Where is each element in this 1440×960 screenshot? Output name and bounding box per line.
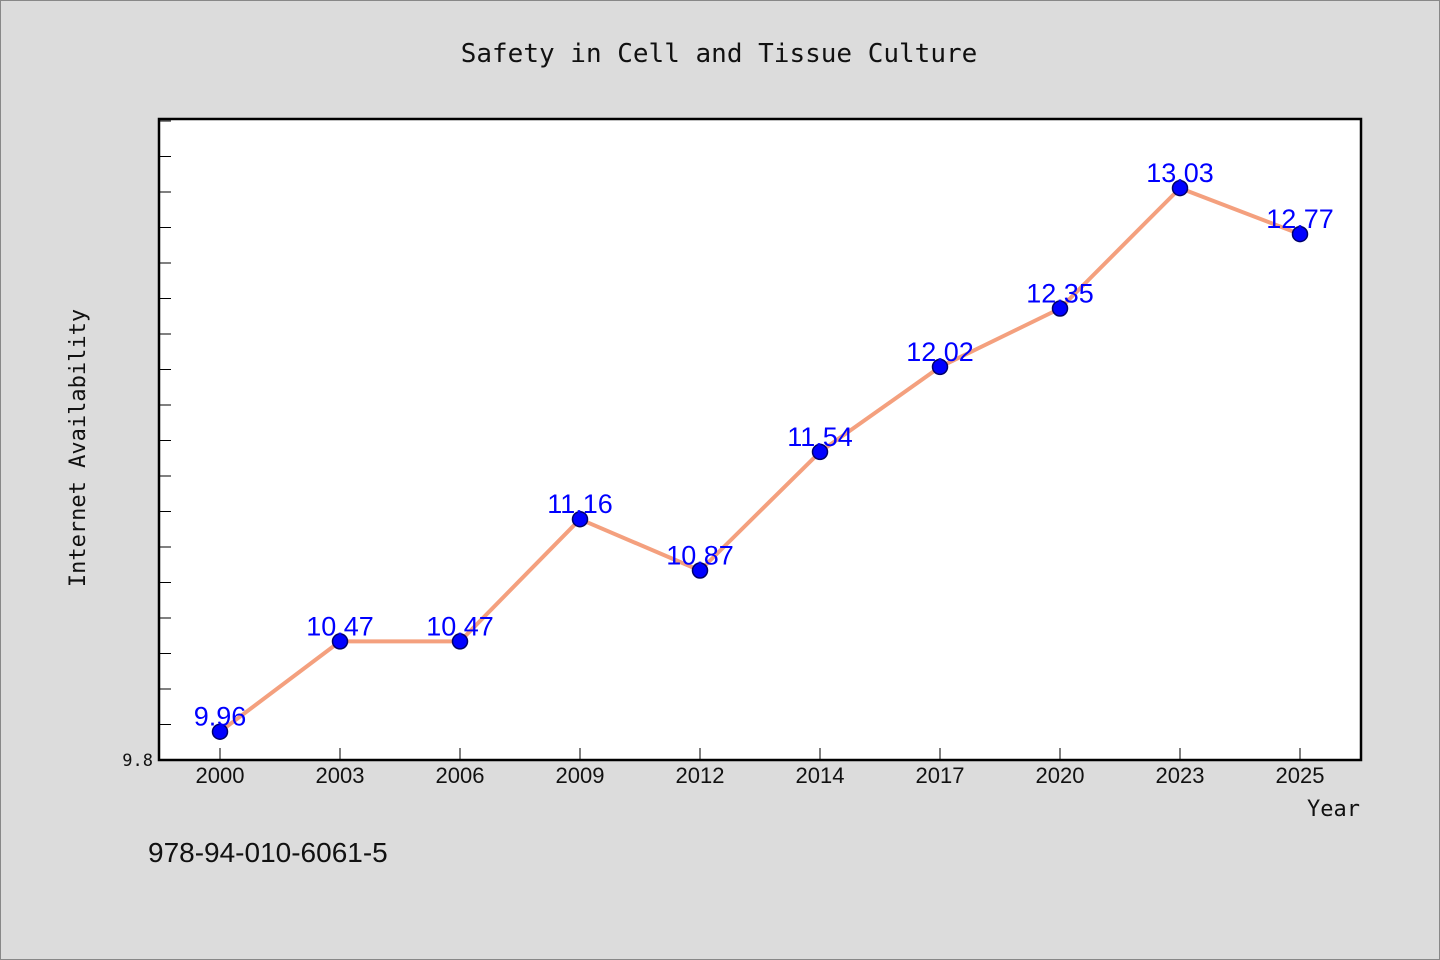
x-tick-label-2025: 2025 [1276,763,1325,788]
data-label-2020: 12.35 [1026,279,1094,309]
data-point-2006 [451,633,469,650]
y-tick-label-0: 9.8 [122,751,153,771]
data-label-2000: 9.96 [194,702,247,732]
x-tick-label-2020: 2020 [1036,763,1085,788]
data-point-2009 [571,510,589,528]
x-tick-label-2006: 2006 [436,763,485,788]
series-group: 9.96 10.47 10.47 11.16 10.87 11.54 12.02 12.35 1… [194,158,1334,740]
x-axis-ticks [219,748,1301,760]
data-label-2025: 12.77 [1266,204,1334,234]
y-axis-label: Internet Availability [66,309,91,587]
x-axis-tick-labels: 2000 2003 2006 2009 2012 2014 2017 2020 2023 2025 [196,763,1325,788]
data-label-2017: 12.02 [906,337,974,367]
data-label-2003: 10.47 [306,611,374,641]
x-tick-label-2014: 2014 [796,763,845,788]
data-label-2023: 13.03 [1146,158,1214,188]
x-tick-label-2003: 2003 [316,763,365,788]
y-axis-tick-labels: 9.8 [122,751,153,771]
data-point-2012 [691,562,709,579]
data-label-2006: 10.47 [426,611,494,641]
plot-area [157,117,1363,762]
x-tick-label-2000: 2000 [196,763,245,788]
y-axis-ticks [159,120,171,761]
x-axis-label: Year [1307,797,1360,822]
data-label-2009: 11.16 [547,489,613,519]
x-tick-label-2023: 2023 [1156,763,1205,788]
x-tick-label-2012: 2012 [676,763,725,788]
data-point-2014 [811,443,829,461]
x-tick-label-2009: 2009 [556,763,605,788]
x-tick-label-2017: 2017 [916,763,965,788]
isbn-footer: 978-94-010-6061-5 [148,837,388,868]
data-point-2025 [1291,225,1309,243]
data-label-2014: 11.54 [787,422,853,452]
data-point-2003 [331,633,349,650]
data-point-2020 [1051,300,1069,317]
data-point-2000 [211,723,229,740]
chart-title: Safety in Cell and Tissue Culture [461,39,978,69]
data-point-2017 [931,358,949,376]
series-line-0 [218,186,1302,734]
data-label-2012: 10.87 [666,541,734,571]
data-point-2023 [1171,179,1189,197]
